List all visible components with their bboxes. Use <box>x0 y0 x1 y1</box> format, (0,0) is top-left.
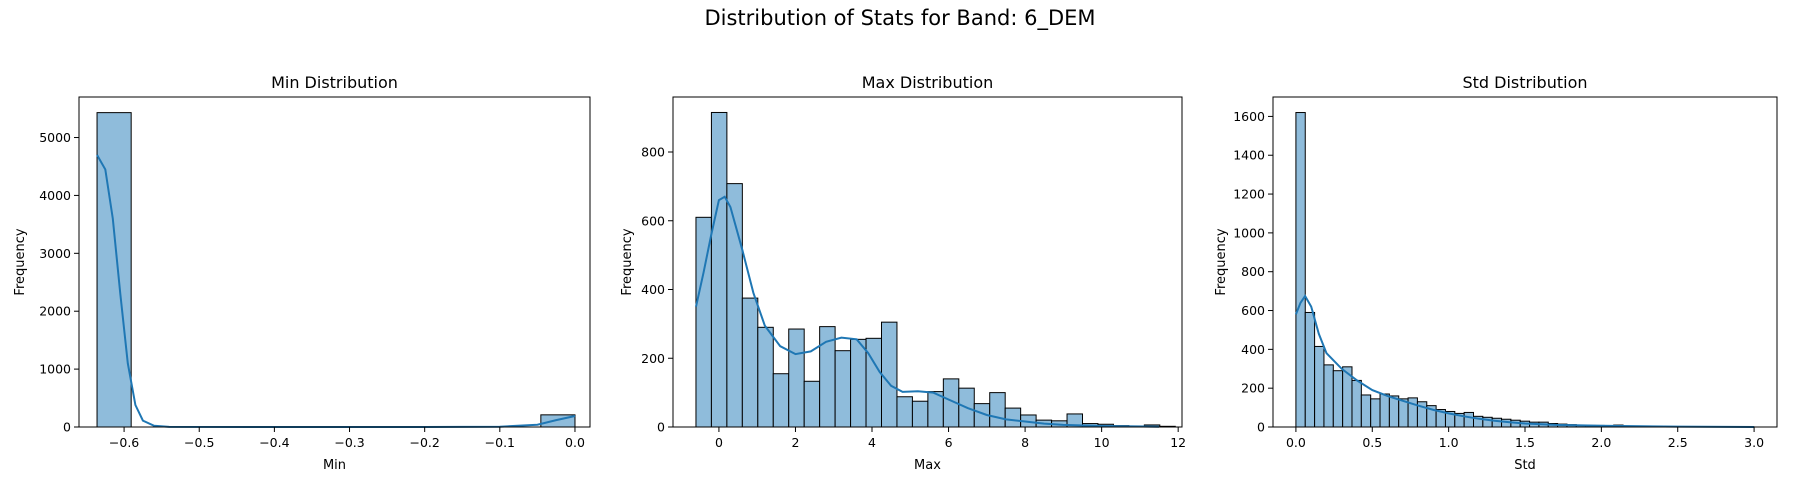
chart-1-x-tick-label: −0.3 <box>334 435 364 450</box>
chart-2-bar <box>989 392 1006 428</box>
chart-2-x-tick-label: 8 <box>1021 435 1029 450</box>
chart-3-bar <box>1323 364 1334 428</box>
chart-3-y-axis-label: Frequency <box>1214 228 1229 295</box>
chart-1-x-tick-label: −0.6 <box>109 435 139 450</box>
chart-3-bar <box>1370 398 1381 428</box>
chart-2-bar <box>880 321 898 428</box>
chart-2-bar <box>865 337 882 428</box>
chart-3-title: Std Distribution <box>1462 73 1587 92</box>
chart-2-bar <box>741 297 759 428</box>
chart-3-bar <box>1379 393 1390 428</box>
chart-1-y-tick-label: 1000 <box>39 362 71 377</box>
chart-3-x-tick-label: 2.5 <box>1668 435 1688 450</box>
chart-2-y-tick-label: 400 <box>641 282 665 297</box>
chart-2-bar <box>803 380 821 428</box>
chart-2-x-axis-label: Max <box>914 458 941 473</box>
chart-2-x-tick-label: 0 <box>715 435 723 450</box>
chart-3-bar <box>1332 370 1344 428</box>
chart-3-y-tick-label: 200 <box>1241 381 1265 396</box>
chart-2-y-tick-label: 800 <box>641 145 665 160</box>
chart-3-kde-line <box>1294 294 1755 428</box>
chart-3-bar <box>1491 417 1503 428</box>
min-distribution-chart: −0.6 −0.5 −0.4 −0.3 −0.2 −0.1 0.0 0 1000 2000 3000… <box>13 73 591 473</box>
std-distribution-chart: 0.0 0.5 1.0 1.5 2.0 2.5 3.0 0 200 400 600 800 1000 12… <box>1214 73 1778 473</box>
figure-title: Distribution of Stats for Band: 6_DEM <box>704 6 1096 30</box>
chart-1-y-tick-label: 0 <box>63 420 71 435</box>
chart-1-axes-frame <box>78 96 591 428</box>
chart-3-x-tick-label: 1.0 <box>1439 435 1459 450</box>
chart-1-kde-line <box>96 154 576 428</box>
chart-3-bar <box>1295 112 1306 428</box>
chart-2-x-tick-label: 12 <box>1170 435 1186 450</box>
chart-2-bar <box>757 326 774 428</box>
chart-1-x-tick-label: 0.0 <box>565 435 585 450</box>
chart-3-y-tick-label: 600 <box>1241 303 1265 318</box>
chart-1-x-axis-label: Min <box>323 458 346 473</box>
chart-3-x-tick-label: 1.5 <box>1515 435 1535 450</box>
chart-1-y-axis-label: Frequency <box>13 228 28 295</box>
chart-2-bar <box>896 396 913 428</box>
chart-1-title: Min Distribution <box>271 73 398 92</box>
chart-2-title: Max Distribution <box>862 73 994 92</box>
chart-1-x-tick-label: −0.2 <box>409 435 439 450</box>
chart-2-y-tick-label: 600 <box>641 213 665 228</box>
chart-3-y-tick-label: 800 <box>1241 264 1265 279</box>
chart-3-bar <box>1304 311 1316 428</box>
chart-2-bar <box>834 350 852 428</box>
chart-2-x-tick-label: 10 <box>1094 435 1110 450</box>
chart-2-y-tick-label: 0 <box>657 420 665 435</box>
chart-1-bar <box>96 112 132 428</box>
chart-1-y-tick-label: 4000 <box>39 188 71 203</box>
chart-3-y-tick-label: 1000 <box>1233 225 1265 240</box>
chart-3-y-tick-label: 400 <box>1241 342 1265 357</box>
max-distribution-chart: 0 2 4 6 8 10 12 0 200 400 600 800 Max Distribution Ma… <box>620 73 1186 473</box>
chart-1-x-tick-label: −0.5 <box>184 435 214 450</box>
chart-3-bar <box>1314 345 1325 428</box>
chart-2-x-tick-label: 4 <box>868 435 876 450</box>
chart-3-x-tick-label: 3.0 <box>1744 435 1764 450</box>
chart-3-bar <box>1388 395 1400 428</box>
chart-3-x-tick-label: 0.5 <box>1362 435 1382 450</box>
chart-3-y-tick-label: 1600 <box>1233 109 1265 124</box>
chart-1-y-tick-label: 2000 <box>39 304 71 319</box>
chart-3-bar <box>1351 379 1362 428</box>
chart-2-bar <box>788 328 805 428</box>
chart-3-bar <box>1463 411 1475 428</box>
chart-3-x-tick-label: 2.0 <box>1591 435 1611 450</box>
chart-2-kde-line <box>695 195 1160 428</box>
chart-2-bar <box>1004 407 1022 428</box>
chart-3-bar <box>1398 398 1409 428</box>
chart-3-y-tick-label: 1400 <box>1233 148 1265 163</box>
chart-3-x-tick-label: 0.0 <box>1286 435 1306 450</box>
chart-3-bar <box>1360 394 1372 428</box>
chart-2-axes-frame <box>672 96 1183 428</box>
chart-2-y-axis-label: Frequency <box>620 228 635 295</box>
chart-1-y-tick-label: 5000 <box>39 130 71 145</box>
chart-2-bar <box>710 111 728 428</box>
chart-2-bar <box>772 373 790 428</box>
chart-2-bar <box>911 400 929 428</box>
chart-2-y-tick-label: 200 <box>641 351 665 366</box>
chart-2-x-tick-label: 2 <box>791 435 799 450</box>
chart-1-x-tick-label: −0.4 <box>259 435 289 450</box>
chart-3-y-tick-label: 0 <box>1257 420 1265 435</box>
chart-3-y-tick-label: 1200 <box>1233 187 1265 202</box>
chart-2-bar <box>850 338 867 428</box>
chart-3-x-axis-label: Std <box>1514 458 1536 473</box>
chart-2-x-tick-label: 6 <box>945 435 953 450</box>
chart-1-x-tick-label: −0.1 <box>485 435 515 450</box>
chart-1-y-tick-label: 3000 <box>39 246 71 261</box>
